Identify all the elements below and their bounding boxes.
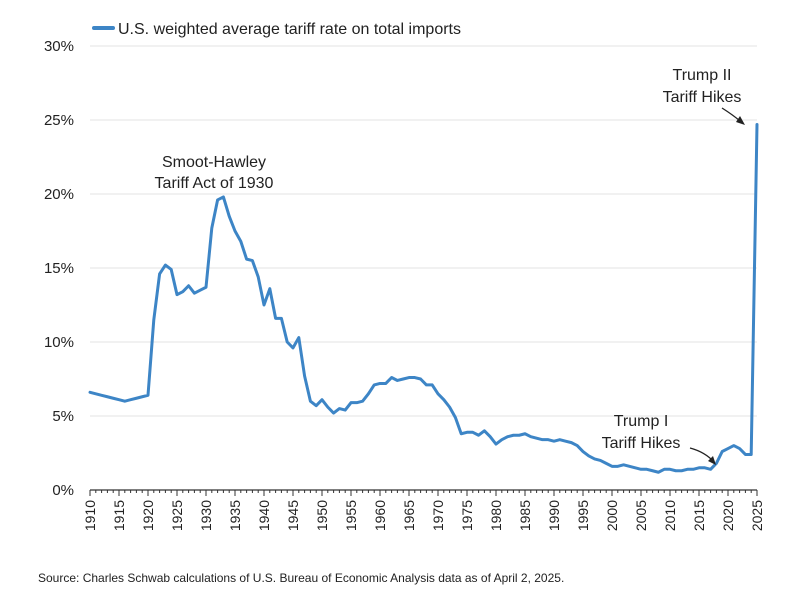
y-tick-label: 15% (44, 260, 74, 277)
x-tick-label: 1930 (198, 500, 214, 531)
x-tick-label: 1990 (546, 500, 562, 531)
x-tick-label: 1995 (575, 500, 591, 531)
x-tick-label: 2025 (749, 500, 765, 531)
x-tick-label: 2010 (662, 500, 678, 531)
x-tick-label: 1940 (256, 500, 272, 531)
x-tick-label: 1935 (227, 500, 243, 531)
x-tick-label: 1925 (169, 500, 185, 531)
x-tick-label: 1975 (459, 500, 475, 531)
annotation-trump-1-line-2: Tariff Hikes (602, 435, 681, 452)
annotation-trump-1-line-1: Trump I (614, 413, 669, 430)
x-axis: 1910 1915 1920 1925 1930 1935 1940 1945 1950 1955… (82, 489, 765, 531)
x-tick-label: 1950 (314, 500, 330, 531)
y-tick-label: 20% (44, 186, 74, 203)
annotation-smoot-hawley-line-2: Tariff Act of 1930 (155, 175, 274, 192)
y-tick-label: 25% (44, 112, 74, 129)
x-tick-label: 1910 (82, 500, 98, 531)
annotation-trump-2-line-2: Tariff Hikes (663, 89, 742, 106)
annotation-trump-2-line-1: Trump II (673, 67, 732, 84)
x-tick-label: 2015 (691, 500, 707, 531)
x-tick-label: 1970 (430, 500, 446, 531)
x-tick-label: 1915 (111, 500, 127, 531)
y-tick-label: 0% (52, 482, 74, 499)
y-tick-label: 30% (44, 38, 74, 55)
x-tick-label: 1945 (285, 500, 301, 531)
x-tick-label: 1965 (401, 500, 417, 531)
x-tick-label: 2020 (720, 500, 736, 531)
x-tick-label: 1960 (372, 500, 388, 531)
annotation-trump-1-arrowhead (708, 456, 716, 465)
source-note: Source: Charles Schwab calculations of U… (38, 571, 565, 585)
annotation-trump-2: Trump II Tariff Hikes (663, 67, 745, 125)
gridlines (90, 45, 757, 417)
x-tick-label: 2000 (604, 500, 620, 531)
annotation-smoot-hawley-line-1: Smoot-Hawley (162, 154, 266, 171)
legend: U.S. weighted average tariff rate on tot… (92, 21, 461, 38)
plot-area (88, 122, 759, 474)
x-tick-label: 1955 (343, 500, 359, 531)
x-tick-label: 1985 (517, 500, 533, 531)
series-line (88, 122, 759, 474)
y-tick-label: 10% (44, 334, 74, 351)
y-axis: 0% 5% 10% 15% 20% 25% 30% (44, 38, 74, 499)
x-tick-label: 1920 (140, 500, 156, 531)
x-tick-label: 2005 (633, 500, 649, 531)
annotation-trump-2-arrow (721, 107, 741, 122)
annotation-trump-2-arrowhead (736, 116, 745, 125)
annotation-smoot-hawley: Smoot-Hawley Tariff Act of 1930 (155, 154, 274, 192)
x-tick-label: 1980 (488, 500, 504, 531)
annotation-trump-1: Trump I Tariff Hikes (602, 413, 716, 465)
y-tick-label: 5% (52, 408, 74, 425)
legend-label: U.S. weighted average tariff rate on tot… (118, 21, 461, 38)
